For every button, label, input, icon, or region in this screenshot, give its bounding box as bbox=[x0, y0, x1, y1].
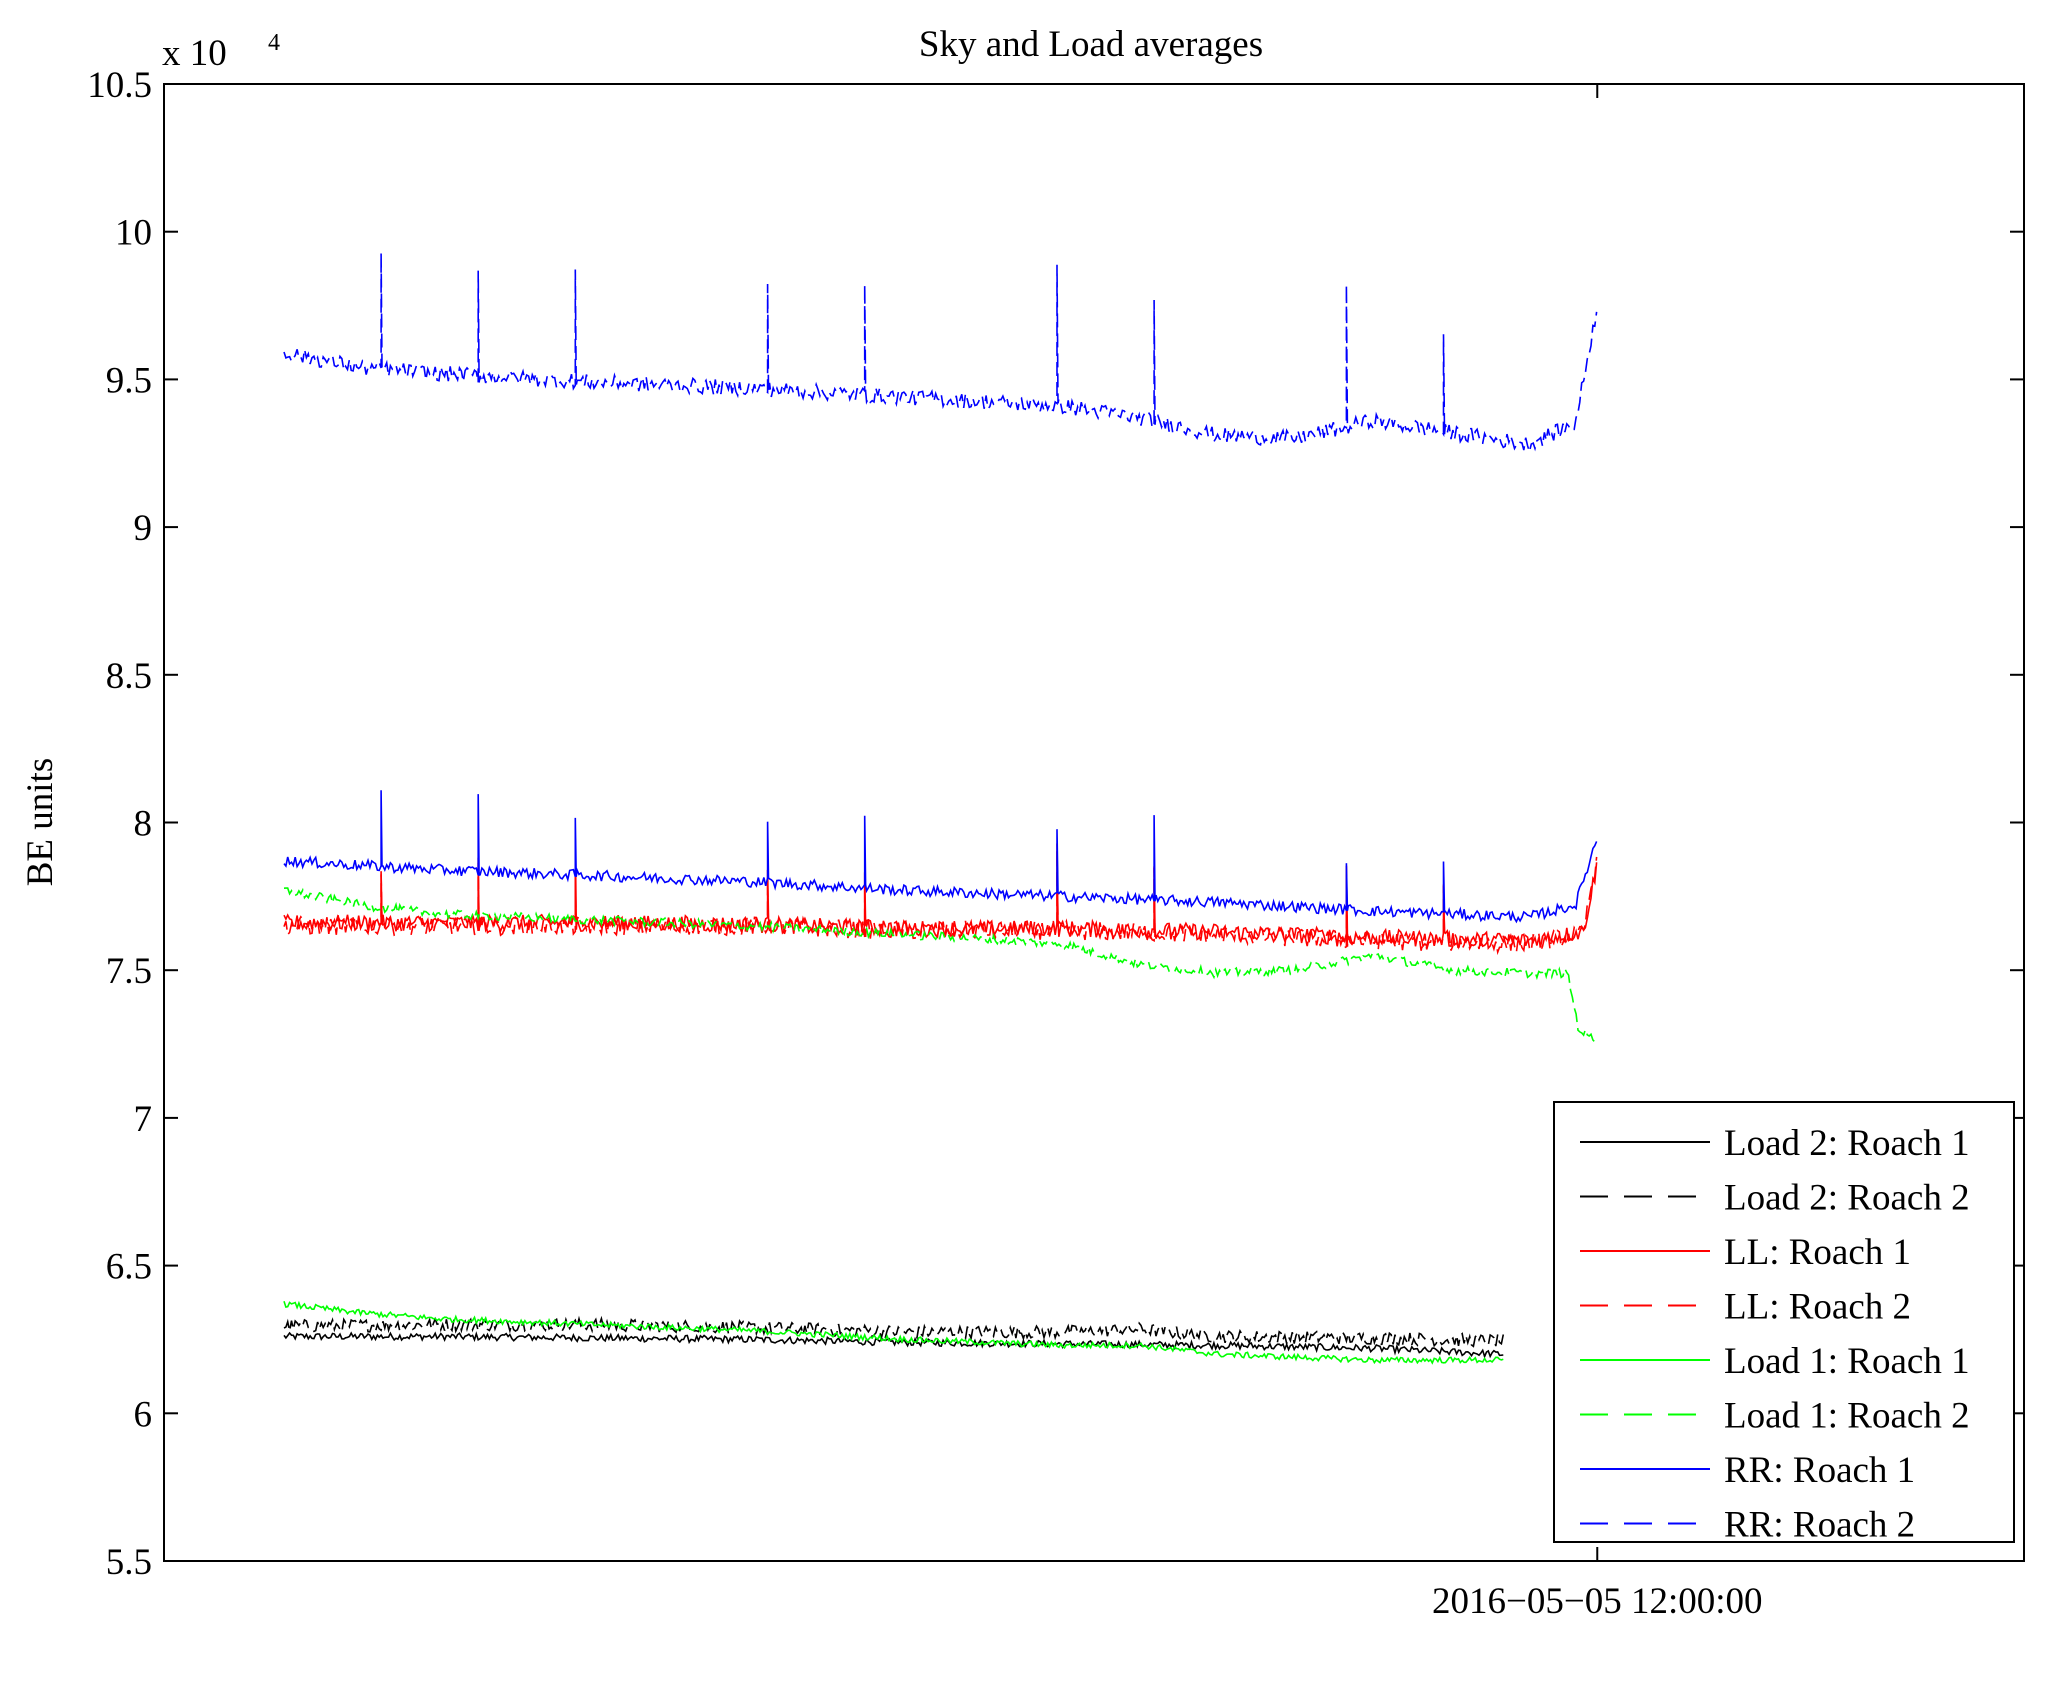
legend-label: Load 1: Roach 1 bbox=[1724, 1341, 1970, 1382]
series-line bbox=[283, 253, 1598, 455]
x-axis: 2016−05−05 12:00:00 bbox=[1432, 84, 1763, 1622]
y-tick-label: 10.5 bbox=[87, 65, 152, 106]
legend-label: LL: Roach 1 bbox=[1724, 1232, 1911, 1273]
y-tick-label: 9 bbox=[134, 508, 153, 549]
legend-label: LL: Roach 2 bbox=[1724, 1287, 1911, 1328]
series-line bbox=[283, 1315, 1505, 1348]
y-tick-label: 6 bbox=[134, 1394, 153, 1435]
series-line bbox=[283, 838, 1598, 950]
y-tick-label: 6.5 bbox=[106, 1247, 152, 1288]
legend: Load 2: Roach 1 Load 2: Roach 2 LL: Roach … bbox=[1553, 1101, 2015, 1546]
y-axis: 5.5 6 6.5 7 7.5 8 8.5 9 9.5 10 10.5 bbox=[87, 65, 2024, 1583]
y-tick-label: 7 bbox=[134, 1099, 153, 1140]
legend-label: RR: Roach 2 bbox=[1724, 1505, 1915, 1546]
y-multiplier-base: x 10 bbox=[162, 33, 227, 74]
series-line bbox=[283, 1331, 1504, 1359]
y-tick-label: 8 bbox=[134, 804, 153, 845]
y-tick-label: 5.5 bbox=[106, 1542, 152, 1583]
series-line bbox=[283, 843, 1598, 956]
y-tick-label: 9.5 bbox=[106, 360, 152, 401]
series-line bbox=[283, 790, 1598, 924]
chart-title: Sky and Load averages bbox=[919, 24, 1263, 65]
series-line bbox=[283, 887, 1598, 1046]
plot-area bbox=[283, 253, 1598, 1365]
axes-frame bbox=[163, 83, 2025, 1562]
y-multiplier-exponent: 4 bbox=[268, 30, 280, 56]
legend-label: RR: Roach 1 bbox=[1724, 1450, 1915, 1491]
y-multiplier: x 10 4 bbox=[162, 30, 280, 74]
y-tick-label: 8.5 bbox=[106, 656, 152, 697]
legend-label: Load 2: Roach 2 bbox=[1724, 1178, 1970, 1219]
y-axis-label: BE units bbox=[20, 758, 61, 887]
y-tick-label: 10 bbox=[115, 213, 152, 254]
legend-label: Load 2: Roach 1 bbox=[1724, 1123, 1970, 1164]
legend-label: Load 1: Roach 2 bbox=[1724, 1396, 1970, 1437]
y-tick-label: 7.5 bbox=[106, 951, 152, 992]
x-tick-label: 2016−05−05 12:00:00 bbox=[1432, 1581, 1763, 1622]
series-line bbox=[283, 1300, 1504, 1365]
